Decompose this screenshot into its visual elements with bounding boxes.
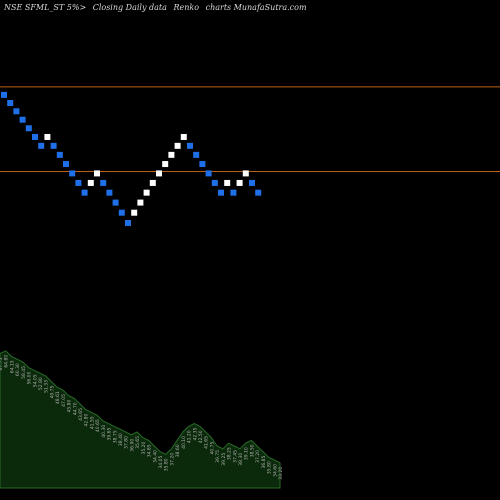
renko-brick-up — [131, 209, 138, 216]
volume-label: 39.10 — [244, 447, 250, 460]
volume-label: 41.55 — [89, 416, 95, 429]
renko-brick-down — [112, 199, 119, 206]
renko-brick-down — [230, 189, 237, 196]
volume-label: 39.75 — [215, 450, 221, 463]
renko-brick-down — [118, 209, 125, 216]
volume-label: 38.40 — [118, 433, 124, 446]
volume-label: 41.20 — [187, 430, 193, 443]
volume-label: 45.80 — [67, 399, 73, 412]
volume-label: 38.75 — [112, 430, 118, 443]
volume-label: 41.65 — [204, 436, 210, 449]
renko-brick-up — [156, 170, 162, 177]
renko-brick-down — [218, 189, 224, 196]
renko-brick-up — [143, 189, 150, 196]
renko-brick-down — [19, 116, 26, 123]
renko-brick-down — [13, 108, 20, 115]
renko-brick-down — [63, 161, 69, 168]
renko-brick-down — [75, 179, 82, 186]
renko-brick-down — [50, 142, 57, 149]
renko-brick-down — [38, 142, 45, 149]
volume-label: 38.50 — [249, 444, 255, 457]
volume-label: 37.80 — [124, 436, 130, 449]
volume-label: 35.80 — [164, 458, 170, 471]
volume-label: 64.15 — [9, 360, 15, 373]
renko-brick-up — [137, 199, 144, 206]
renko-brick-up — [44, 133, 51, 140]
volume-label: 64.80 — [4, 355, 10, 368]
volume-label: 35.20 — [141, 441, 147, 454]
volume-label: 42.50 — [198, 430, 204, 443]
volume-label: 47.05 — [61, 394, 67, 407]
renko-brick-up — [174, 142, 181, 149]
volume-label: 34.85 — [147, 444, 153, 457]
volume-label: 43.65 — [78, 408, 84, 421]
renko-brick-down — [1, 91, 7, 98]
renko-brick-down — [211, 179, 218, 186]
volume-label: 36.90 — [129, 439, 135, 452]
renko-brick-up — [236, 179, 243, 186]
chart-title: NSE SFML_ST 5%> Closing Daily data Renko… — [4, 3, 311, 12]
renko-brick-down — [25, 125, 32, 132]
volume-label: 37.20 — [255, 450, 261, 463]
volume-label: 37.45 — [232, 450, 238, 463]
volume-label: 54.05 — [32, 374, 38, 387]
renko-brick-up — [224, 179, 231, 186]
volume-label: 49.75 — [49, 385, 55, 398]
volume-label: 40.30 — [101, 425, 107, 438]
renko-brick-down — [205, 170, 212, 177]
volume-label: 58.45 — [21, 366, 27, 379]
renko-brick-down — [81, 189, 88, 196]
volume-label: 48.61 — [55, 391, 61, 404]
volume-label: 52.80 — [38, 377, 44, 390]
renko-brick-up — [242, 170, 249, 177]
renko-brick-down — [255, 189, 262, 196]
renko-brick-down — [56, 151, 63, 158]
volume-label: 51.33 — [44, 380, 50, 393]
volume-label: 34.60 — [272, 464, 278, 477]
volume-label: 38.30 — [238, 453, 244, 466]
volume-label: 34.05 — [158, 455, 164, 468]
volume-label: 56.00 — [27, 371, 33, 384]
volume-label: 40.65 — [95, 419, 101, 432]
volume-label: 38.25 — [227, 447, 233, 460]
volume-label: 33.20 — [278, 467, 284, 480]
volume-label: 42.80 — [84, 413, 90, 426]
renko-brick-up — [94, 170, 100, 177]
source-label: charts MunafaSutra.com — [205, 3, 307, 12]
renko-brick-down — [193, 151, 200, 158]
renko-brick-down — [125, 220, 131, 227]
volume-label: 60.30 — [15, 363, 21, 376]
renko-brick-up — [87, 179, 94, 186]
volume-label: 42.35 — [192, 427, 198, 440]
renko-brick-down — [69, 170, 76, 177]
symbol-label: NSE SFML_ST 5%> — [4, 3, 87, 12]
volume-label: 36.85 — [261, 455, 267, 468]
renko-brick-down — [106, 189, 113, 196]
volume-label: 35.80 — [267, 461, 273, 474]
renko-brick-down — [187, 142, 193, 149]
volume-label: 67.75 — [0, 357, 4, 370]
renko-brick-down — [32, 133, 38, 140]
volume-label: 38.60 — [175, 444, 181, 457]
renko-brick-up — [180, 133, 187, 140]
volume-label: 34.40 — [152, 450, 158, 463]
renko-brick-up — [162, 161, 169, 168]
volume-area — [0, 350, 281, 489]
renko-brick-down — [249, 179, 255, 186]
volume-label: 39.25 — [221, 453, 227, 466]
renko-brick-down — [100, 179, 107, 186]
renko-brick-up — [149, 179, 156, 186]
chart-type-label: Renko — [173, 3, 200, 12]
volume-label: 37.20 — [169, 453, 175, 466]
chart-kind-label: Closing Daily data — [92, 3, 167, 12]
volume-label: 40.10 — [181, 436, 187, 449]
volume-label: 39.65 — [107, 427, 113, 440]
renko-brick-down — [7, 100, 14, 107]
renko-brick-up — [168, 151, 175, 158]
renko-brick-down — [199, 161, 206, 168]
volume-label: 40.75 — [209, 441, 215, 454]
volume-label: 35.65 — [135, 436, 141, 449]
volume-label: 44.70 — [72, 402, 78, 415]
